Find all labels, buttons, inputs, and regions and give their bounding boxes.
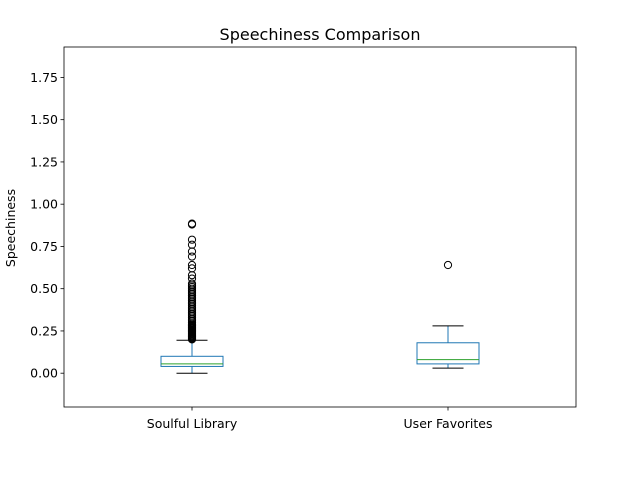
chart-title: Speechiness Comparison: [220, 25, 421, 44]
y-tick-label: 0.75: [30, 239, 58, 254]
y-tick-label: 0.50: [30, 281, 58, 296]
outlier-point: [443, 260, 453, 270]
outlier-point: [187, 247, 197, 256]
outlier-point: [187, 274, 197, 283]
y-tick-label: 1.75: [30, 70, 58, 85]
outlier-point: [187, 235, 197, 244]
x-tick-label: Soulful Library: [147, 416, 238, 431]
box-iqr: [416, 342, 480, 365]
outlier-point: [187, 279, 197, 288]
y-tick-label: 1.00: [30, 197, 58, 212]
outlier-point: [187, 240, 197, 249]
y-tick-label: 1.50: [30, 112, 58, 127]
plot-area: 0.00 0.25 0.50 0.75 1.00 1.25 1.50 1.75 Soulful …: [30, 46, 577, 431]
plot-frame: [63, 46, 577, 408]
outlier-point: [187, 264, 197, 273]
y-tick-label: 1.25: [30, 154, 58, 169]
x-tick-label: User Favorites: [404, 416, 493, 431]
y-axis-label: Speechiness: [3, 189, 18, 267]
outlier-point: [187, 252, 197, 261]
outlier-point: [187, 219, 197, 228]
outlier-point: [187, 260, 197, 270]
y-tick-label: 0.00: [30, 366, 58, 381]
box-iqr: [160, 355, 224, 367]
y-tick-label: 0.25: [30, 323, 58, 338]
